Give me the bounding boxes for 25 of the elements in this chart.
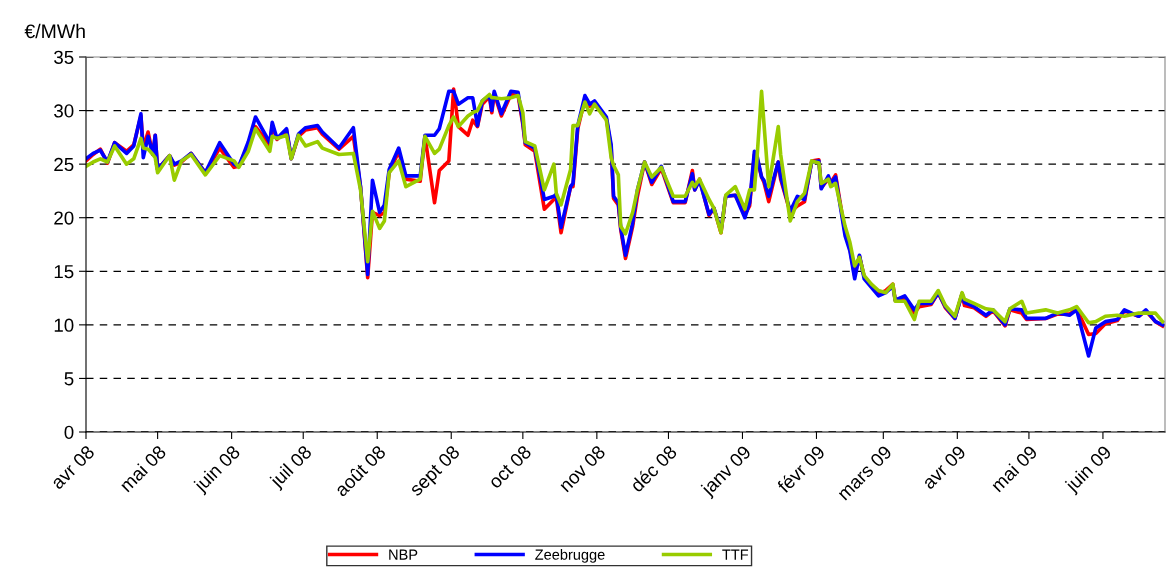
legend-label: Zeebrugge: [535, 549, 605, 563]
x-tick-label: mai 08: [118, 444, 167, 493]
x-tick-label: sept 08: [408, 444, 464, 500]
x-tick-label: avr 08: [50, 444, 96, 490]
x-tick-label: oct 08: [487, 444, 533, 490]
x-tick-label: juin 09: [1063, 444, 1115, 496]
x-tick-label: mai 09: [990, 444, 1039, 493]
y-tick-label: 35: [54, 50, 74, 64]
legend-label: NBP: [389, 549, 418, 560]
x-tick-label: déc 08: [629, 444, 678, 493]
y-tick-label: 0: [64, 425, 74, 439]
y-tick-label: 10: [54, 318, 74, 332]
x-tick-label: avr 09: [921, 444, 967, 490]
y-tick-label: 5: [64, 372, 74, 386]
x-tick-label: juin 08: [192, 444, 244, 496]
x-tick-label: juil 08: [268, 444, 316, 492]
y-axis-title: €/MWh: [24, 23, 85, 39]
y-tick-label: 20: [54, 211, 74, 225]
y-tick-label: 25: [54, 157, 74, 172]
y-tick-label: 15: [54, 265, 74, 279]
x-tick-label: févr 09: [775, 444, 826, 494]
x-tick-label: nov 08: [558, 444, 607, 493]
x-tick-label: août 08: [333, 444, 387, 498]
legend-label: TTF: [722, 549, 749, 560]
y-tick-label: 30: [54, 104, 74, 118]
